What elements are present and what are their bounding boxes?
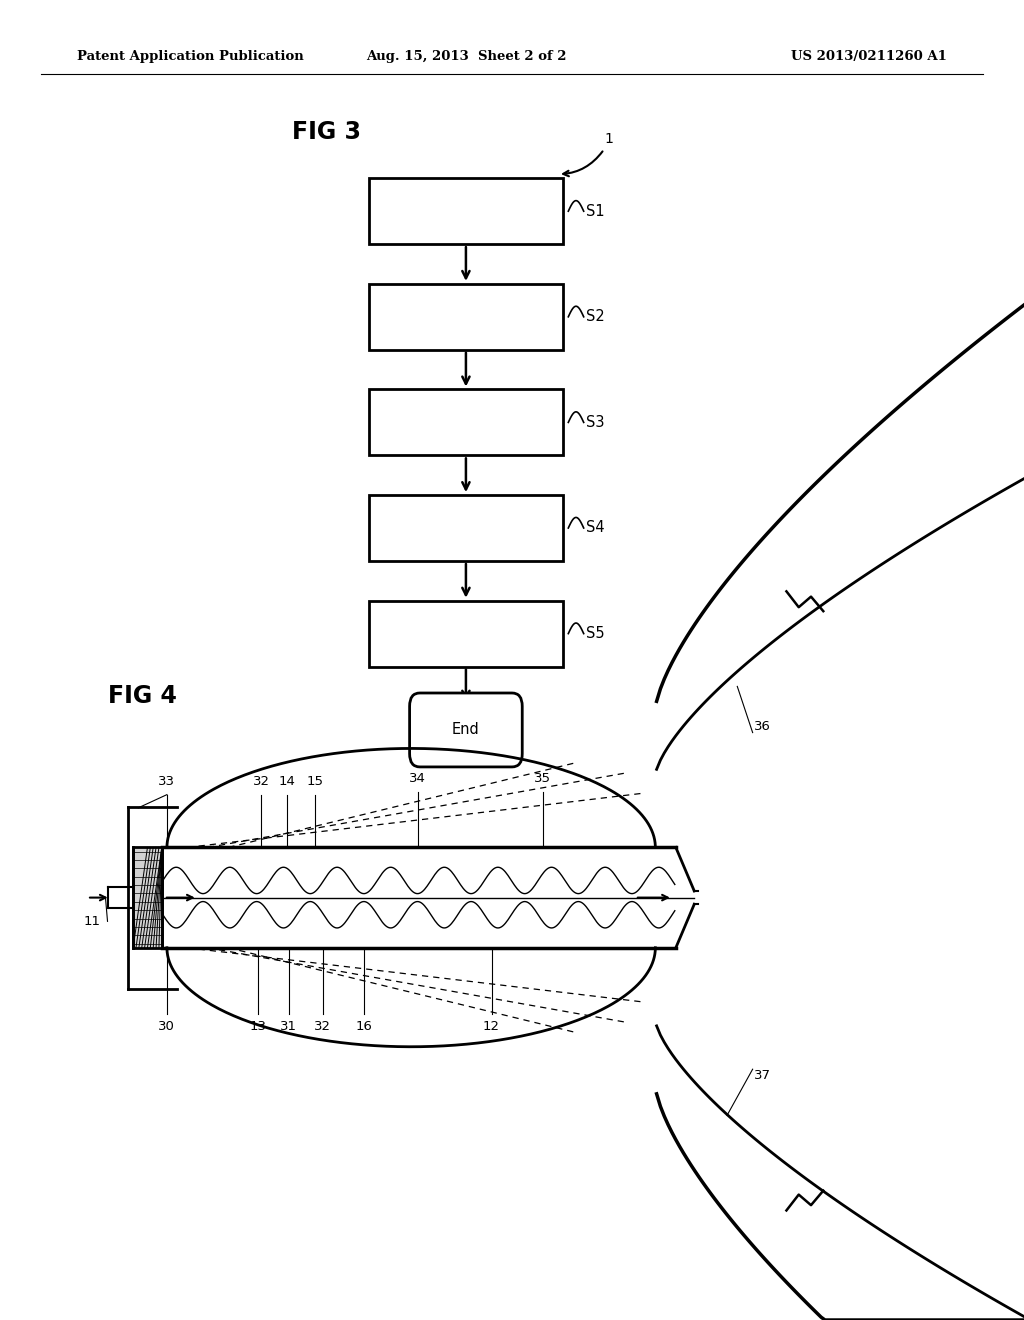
Text: 34: 34 bbox=[410, 772, 426, 785]
Text: 37: 37 bbox=[755, 1069, 771, 1082]
Text: 35: 35 bbox=[535, 772, 551, 785]
Text: 1: 1 bbox=[605, 132, 613, 145]
Text: End: End bbox=[452, 722, 480, 738]
Text: Patent Application Publication: Patent Application Publication bbox=[77, 50, 303, 63]
Bar bbox=[133, 847, 162, 948]
Text: S5: S5 bbox=[586, 626, 604, 642]
Text: 15: 15 bbox=[307, 775, 324, 788]
FancyBboxPatch shape bbox=[369, 601, 563, 667]
Text: 36: 36 bbox=[755, 719, 771, 733]
Text: S3: S3 bbox=[586, 414, 604, 430]
FancyBboxPatch shape bbox=[369, 389, 563, 455]
Text: 13: 13 bbox=[250, 1020, 266, 1034]
FancyBboxPatch shape bbox=[369, 178, 563, 244]
FancyBboxPatch shape bbox=[410, 693, 522, 767]
Text: 30: 30 bbox=[159, 1020, 175, 1034]
Text: S4: S4 bbox=[586, 520, 604, 536]
Text: Aug. 15, 2013  Sheet 2 of 2: Aug. 15, 2013 Sheet 2 of 2 bbox=[366, 50, 566, 63]
Text: 12: 12 bbox=[483, 1020, 500, 1034]
Text: FIG 4: FIG 4 bbox=[108, 684, 176, 708]
Text: 32: 32 bbox=[253, 775, 269, 788]
Text: FIG 3: FIG 3 bbox=[292, 120, 360, 144]
Text: 33: 33 bbox=[159, 775, 175, 788]
Text: 11: 11 bbox=[84, 915, 100, 928]
Text: US 2013/0211260 A1: US 2013/0211260 A1 bbox=[792, 50, 947, 63]
Text: S2: S2 bbox=[586, 309, 604, 325]
Text: 14: 14 bbox=[279, 775, 295, 788]
Text: S1: S1 bbox=[586, 203, 604, 219]
Text: 31: 31 bbox=[281, 1020, 297, 1034]
Text: 16: 16 bbox=[355, 1020, 372, 1034]
FancyBboxPatch shape bbox=[369, 284, 563, 350]
FancyBboxPatch shape bbox=[369, 495, 563, 561]
Text: 32: 32 bbox=[314, 1020, 331, 1034]
